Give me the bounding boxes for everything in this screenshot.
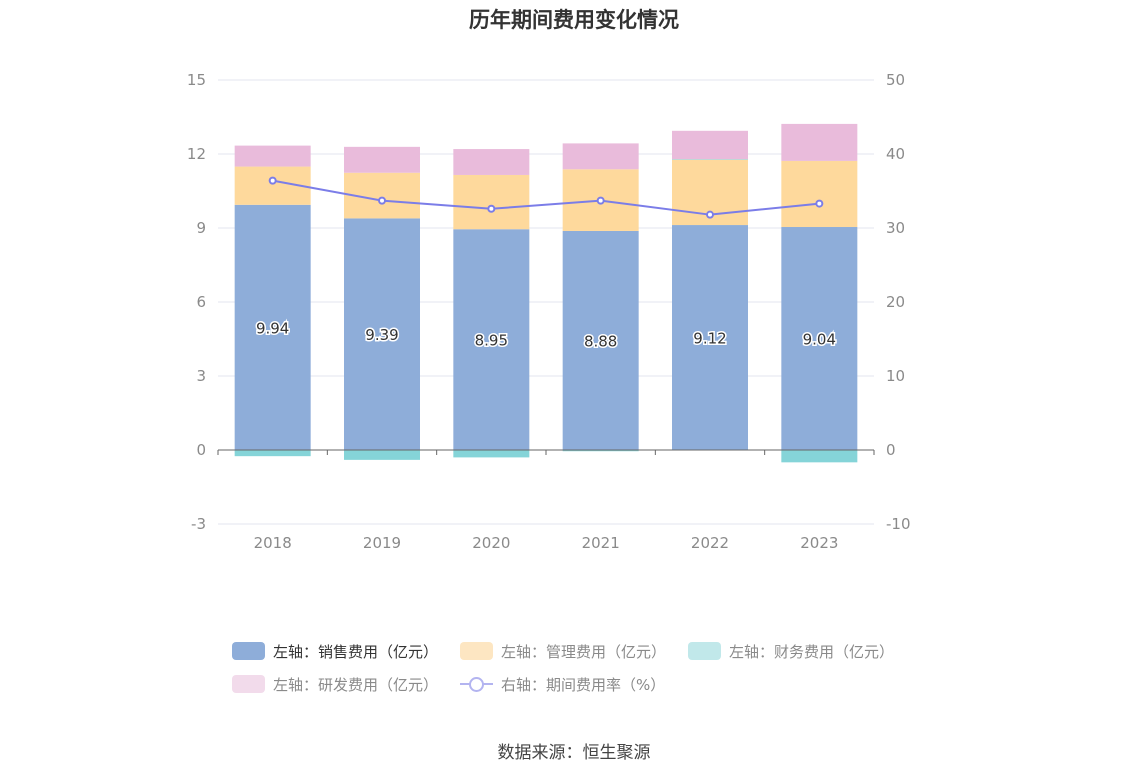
bar-finance-2023 [781, 450, 858, 463]
x-axis-ticks: 2018 2019 2020 2021 2022 2023 [254, 534, 839, 552]
bar-sales-2022 [672, 225, 748, 450]
x-tick-label: 2019 [363, 534, 401, 552]
rate-point-2018 [268, 176, 277, 185]
bar-finance-2021 [562, 450, 639, 452]
bar-rnd-2021 [562, 143, 639, 170]
bar-rnd-2018 [234, 145, 311, 167]
legend-item-sales[interactable]: 左轴：销售费用（亿元） [232, 641, 438, 662]
bar-rnd-2023 [781, 123, 858, 161]
right-tick-label: 40 [886, 145, 905, 163]
legend-label-sales: 左轴：销售费用（亿元） [273, 642, 439, 661]
bar-finance-2020 [453, 450, 530, 458]
x-tick-label: 2023 [800, 534, 838, 552]
left-tick-label: 15 [187, 71, 206, 89]
grid-lines [218, 79, 874, 525]
zero-axis [217, 449, 875, 455]
bar-sales-2020 [453, 229, 530, 450]
legend: 左轴：销售费用（亿元） 左轴：管理费用（亿元） 左轴：财务费用（亿元） 左轴：研… [232, 640, 932, 706]
x-tick-label: 2022 [691, 534, 729, 552]
bar-admin-2023 [781, 160, 858, 228]
bar-sales-2019 [344, 218, 420, 450]
legend-item-rnd[interactable]: 左轴：研发费用（亿元） [232, 674, 438, 695]
right-tick-label: 20 [886, 293, 905, 311]
chart-title: 历年期间费用变化情况 [469, 8, 679, 32]
rate-point-2021 [596, 196, 605, 205]
rate-point-2023 [815, 199, 824, 208]
bar-sales-2023 [781, 227, 858, 450]
right-tick-label: 10 [886, 367, 905, 385]
bar-rnd-2019 [344, 146, 420, 173]
left-tick-label: 9 [196, 219, 206, 237]
legend-swatch-admin [460, 642, 494, 660]
x-tick-label: 2020 [472, 534, 510, 552]
rate-line-series [268, 176, 824, 219]
right-tick-label: -10 [886, 515, 911, 533]
legend-item-finance[interactable]: 左轴：财务费用（亿元） [688, 641, 894, 662]
bar-label-sales-2019: 9.39 [365, 326, 398, 344]
bar-finance-2018 [234, 450, 311, 457]
left-axis-ticks: -3 0 3 6 9 12 15 [187, 71, 206, 533]
bar-admin-2020 [453, 174, 530, 230]
bar-sales-2018 [234, 204, 311, 450]
bar-sales-2021 [562, 230, 639, 450]
left-tick-label: 0 [196, 441, 206, 459]
legend-swatch-rnd [232, 675, 265, 693]
bar-label-sales-2022: 9.12 [693, 330, 726, 348]
source-note: 数据来源：恒生聚源 [497, 743, 651, 763]
legend-swatch-sales [232, 642, 265, 660]
left-tick-label: -3 [191, 515, 206, 533]
x-tick-label: 2021 [582, 534, 620, 552]
bar-label-sales-2018: 9.94 [256, 319, 289, 337]
right-axis-ticks: -10 0 10 20 30 40 50 [886, 71, 911, 533]
left-tick-label: 6 [196, 293, 206, 311]
rate-point-2019 [378, 196, 386, 205]
legend-swatch-rate [460, 675, 494, 693]
legend-label-rnd: 左轴：研发费用（亿元） [273, 675, 439, 694]
right-tick-label: 50 [886, 71, 905, 89]
left-tick-label: 12 [187, 145, 206, 163]
bar-label-sales-2021: 8.88 [584, 332, 617, 350]
bar-rnd-2020 [453, 149, 530, 175]
right-tick-label: 30 [886, 219, 905, 237]
bar-finance-2019 [344, 450, 420, 460]
right-tick-label: 0 [886, 441, 896, 459]
left-tick-label: 3 [196, 367, 206, 385]
legend-label-rate: 右轴：期间费用率（%） [501, 675, 666, 694]
rate-point-2022 [706, 210, 714, 219]
bar-finance-2022 [672, 159, 748, 160]
rate-line [272, 179, 820, 216]
legend-item-rate[interactable]: 右轴：期间费用率（%） [460, 674, 665, 695]
bar-label-sales-2020: 8.95 [475, 332, 508, 350]
legend-label-admin: 左轴：管理费用（亿元） [501, 642, 667, 661]
bar-label-sales-2023: 9.04 [803, 331, 836, 349]
x-tick-label: 2018 [254, 534, 292, 552]
rate-point-2020 [487, 204, 496, 213]
legend-item-admin[interactable]: 左轴：管理费用（亿元） [460, 641, 666, 662]
bar-rnd-2022 [672, 130, 748, 160]
legend-swatch-finance [688, 642, 722, 660]
bar-data-labels: 9.94 9.39 8.95 8.88 9.12 9.04 [254, 318, 837, 352]
legend-label-finance: 左轴：财务费用（亿元） [729, 642, 895, 661]
bar-series [234, 123, 858, 463]
